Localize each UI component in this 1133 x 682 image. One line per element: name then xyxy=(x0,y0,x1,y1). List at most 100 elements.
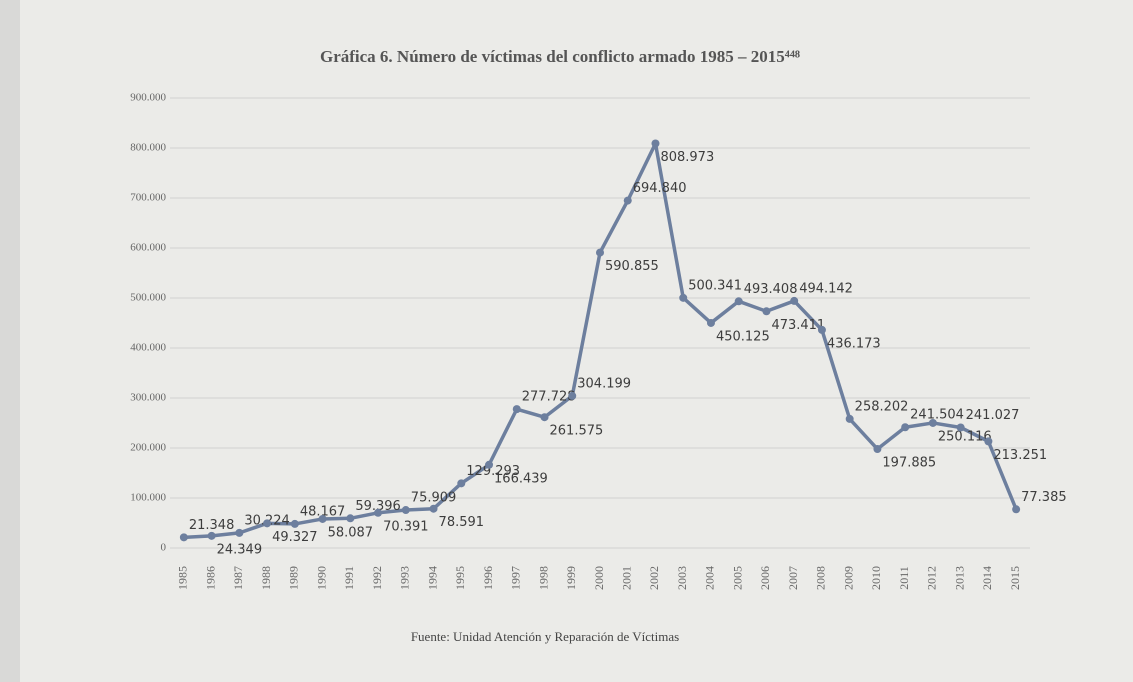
x-tick-label: 1994 xyxy=(425,566,439,590)
data-label: 24.349 xyxy=(217,542,263,557)
data-label: 166.439 xyxy=(494,471,548,486)
data-label: 250.116 xyxy=(938,429,992,444)
x-tick-label: 2006 xyxy=(758,566,772,590)
y-tick-label: 200.000 xyxy=(130,442,166,454)
point xyxy=(679,293,688,302)
point xyxy=(734,297,743,306)
point xyxy=(429,504,438,513)
data-label: 241.027 xyxy=(966,408,1020,423)
data-label: 261.575 xyxy=(550,424,604,439)
data-label: 129.293 xyxy=(466,464,520,479)
x-tick-label: 2015 xyxy=(1008,566,1022,590)
x-tick-label: 2002 xyxy=(647,566,661,590)
y-tick-label: 500.000 xyxy=(130,292,166,304)
point xyxy=(485,460,494,469)
point xyxy=(706,318,715,327)
point xyxy=(901,423,910,432)
x-tick-label: 2001 xyxy=(619,566,633,590)
point xyxy=(928,418,937,427)
y-tick-label: 300.000 xyxy=(130,392,166,404)
x-tick-label: 1989 xyxy=(287,566,301,590)
y-tick-label: 100.000 xyxy=(130,492,166,504)
data-label: 494.142 xyxy=(799,281,853,296)
point xyxy=(1012,505,1021,514)
x-tick-label: 1993 xyxy=(398,566,412,590)
paper xyxy=(20,0,1133,682)
data-label: 77.385 xyxy=(1021,490,1067,505)
point xyxy=(596,248,604,257)
data-label: 78.591 xyxy=(439,515,485,530)
data-label: 70.391 xyxy=(383,519,429,534)
data-label: 49.327 xyxy=(272,530,318,545)
x-tick-label: 1998 xyxy=(536,566,550,590)
point xyxy=(790,296,799,305)
x-tick-label: 2005 xyxy=(730,566,744,590)
point xyxy=(845,414,854,423)
point xyxy=(568,391,577,400)
x-tick-label: 2004 xyxy=(703,566,717,590)
data-label: 436.173 xyxy=(827,336,881,351)
source: Fuente: Unidad Atención y Reparación de … xyxy=(411,629,679,644)
point xyxy=(179,533,188,542)
y-tick-label: 700.000 xyxy=(130,192,166,204)
point xyxy=(318,514,327,523)
y-tick-label: 400.000 xyxy=(130,342,166,354)
point xyxy=(235,528,244,537)
x-tick-label: 2009 xyxy=(841,566,855,590)
point xyxy=(512,405,521,414)
point xyxy=(207,531,216,540)
x-tick-label: 1996 xyxy=(481,566,495,590)
x-tick-label: 1987 xyxy=(231,566,245,590)
x-tick-label: 2012 xyxy=(925,566,939,590)
data-label: 213.251 xyxy=(993,448,1047,463)
x-tick-label: 2007 xyxy=(786,566,800,590)
x-tick-label: 1988 xyxy=(259,566,273,590)
x-tick-label: 1991 xyxy=(342,566,356,590)
data-label: 241.504 xyxy=(910,408,964,423)
data-label: 590.855 xyxy=(605,259,659,274)
y-tick-label: 0 xyxy=(161,542,167,554)
data-label: 21.348 xyxy=(189,518,235,533)
x-tick-label: 2000 xyxy=(592,566,606,590)
data-label: 59.396 xyxy=(355,499,401,514)
point xyxy=(873,445,882,454)
point xyxy=(401,506,410,515)
x-tick-label: 1997 xyxy=(509,566,523,590)
point xyxy=(290,519,299,528)
chart-title: Gráfica 6. Número de víctimas del confli… xyxy=(320,47,800,66)
x-tick-label: 1995 xyxy=(453,566,467,590)
data-label: 500.341 xyxy=(688,278,742,293)
point xyxy=(540,413,549,422)
data-label: 75.909 xyxy=(411,491,457,506)
point xyxy=(651,139,660,148)
x-tick-label: 1990 xyxy=(314,566,328,590)
x-tick-label: 1999 xyxy=(564,566,578,590)
point xyxy=(263,519,272,528)
data-label: 450.125 xyxy=(716,329,770,344)
x-tick-label: 1985 xyxy=(176,566,190,590)
point xyxy=(817,325,826,334)
x-tick-label: 2013 xyxy=(952,566,966,590)
x-tick-label: 2010 xyxy=(869,566,883,590)
data-label: 493.408 xyxy=(744,282,798,297)
y-tick-label: 900.000 xyxy=(130,92,166,104)
x-tick-label: 2003 xyxy=(675,566,689,590)
data-label: 473.411 xyxy=(771,318,825,333)
x-tick-label: 2014 xyxy=(980,566,994,590)
point xyxy=(457,479,466,488)
data-label: 304.199 xyxy=(577,376,631,391)
point xyxy=(984,437,993,446)
point xyxy=(956,423,965,432)
x-tick-label: 2008 xyxy=(814,566,828,590)
data-label: 58.087 xyxy=(328,525,374,540)
data-label: 277.728 xyxy=(522,390,576,405)
point xyxy=(762,307,771,316)
point xyxy=(623,196,632,205)
point xyxy=(374,508,383,517)
data-label: 48.167 xyxy=(300,504,346,519)
y-tick-label: 800.000 xyxy=(130,142,166,154)
data-label: 258.202 xyxy=(855,399,909,414)
point xyxy=(346,514,355,523)
data-label: 694.840 xyxy=(633,181,687,196)
